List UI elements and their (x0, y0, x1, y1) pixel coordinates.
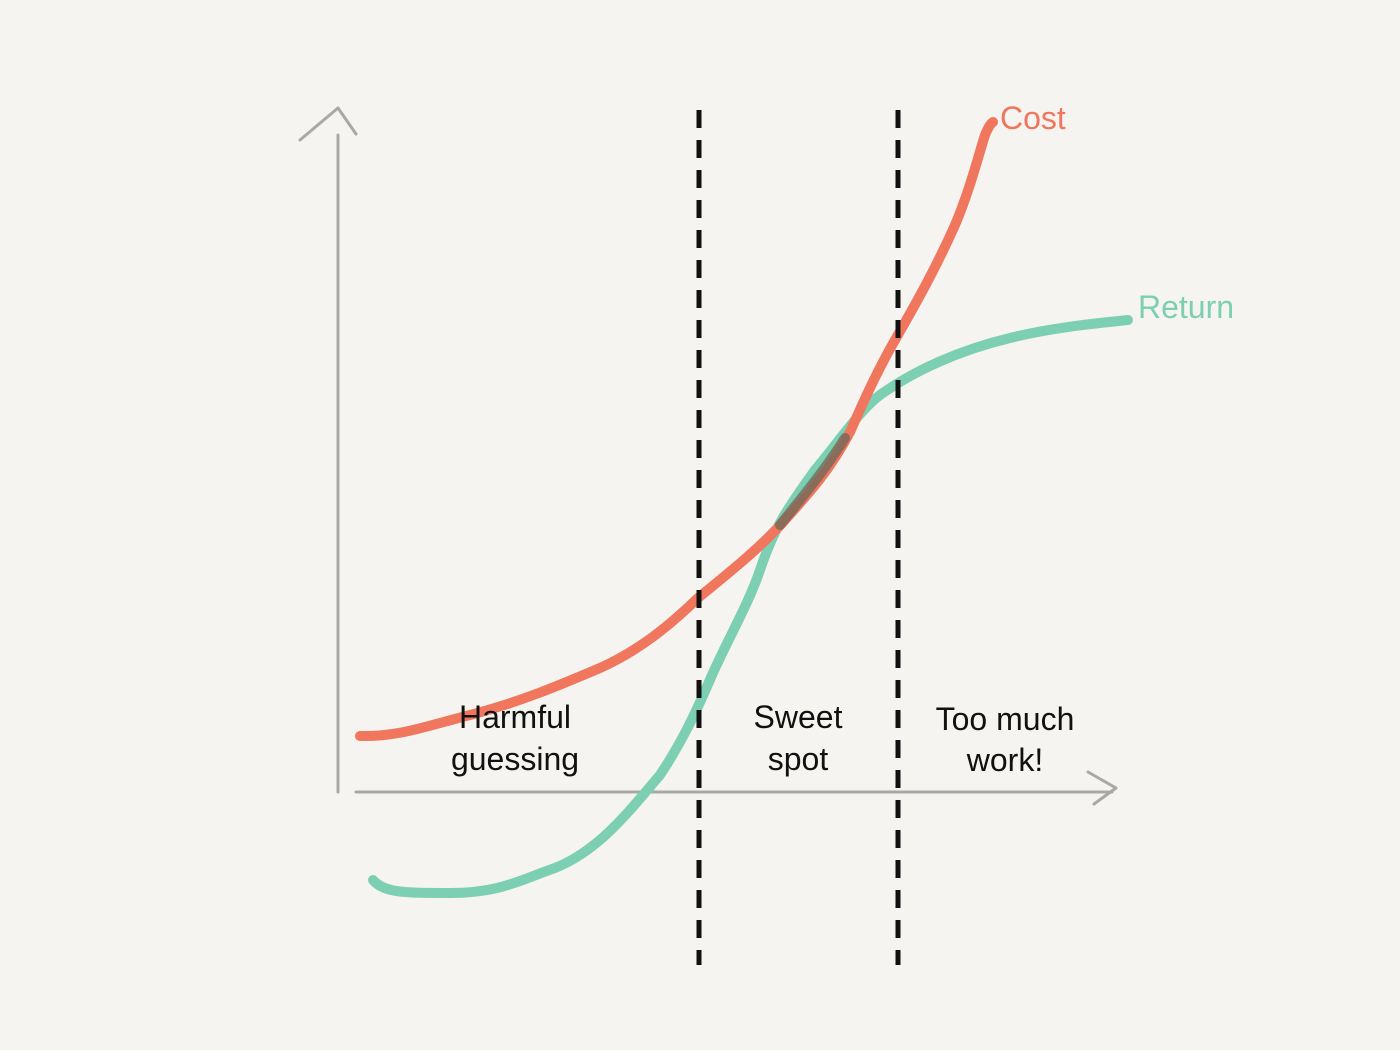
region-sweet-spot-line1: Sweet (754, 699, 843, 735)
x-axis-arrowhead (1086, 770, 1118, 806)
region-harmful-guessing-line1: Harmful (459, 699, 571, 735)
region-harmful-guessing-line2: guessing (451, 741, 579, 777)
y-axis-arrowhead (298, 106, 358, 142)
return-curve (368, 315, 1133, 898)
region-too-much-work-line1: Too much (936, 701, 1075, 737)
curve-overlap (775, 433, 850, 530)
return-label: Return (1138, 289, 1234, 325)
region-too-much-work-line2: work! (966, 742, 1043, 778)
cost-label: Cost (1000, 100, 1066, 136)
region-sweet-spot-line2: spot (768, 741, 829, 777)
